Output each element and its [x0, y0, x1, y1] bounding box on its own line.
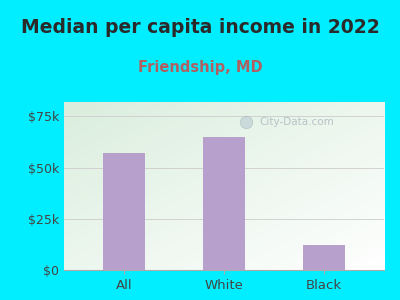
Text: Median per capita income in 2022: Median per capita income in 2022 [21, 18, 379, 37]
Text: City-Data.com: City-Data.com [259, 117, 334, 127]
Bar [203, 137, 245, 270]
Bar [303, 245, 345, 270]
Text: Friendship, MD: Friendship, MD [138, 60, 262, 75]
Bar [103, 153, 145, 270]
